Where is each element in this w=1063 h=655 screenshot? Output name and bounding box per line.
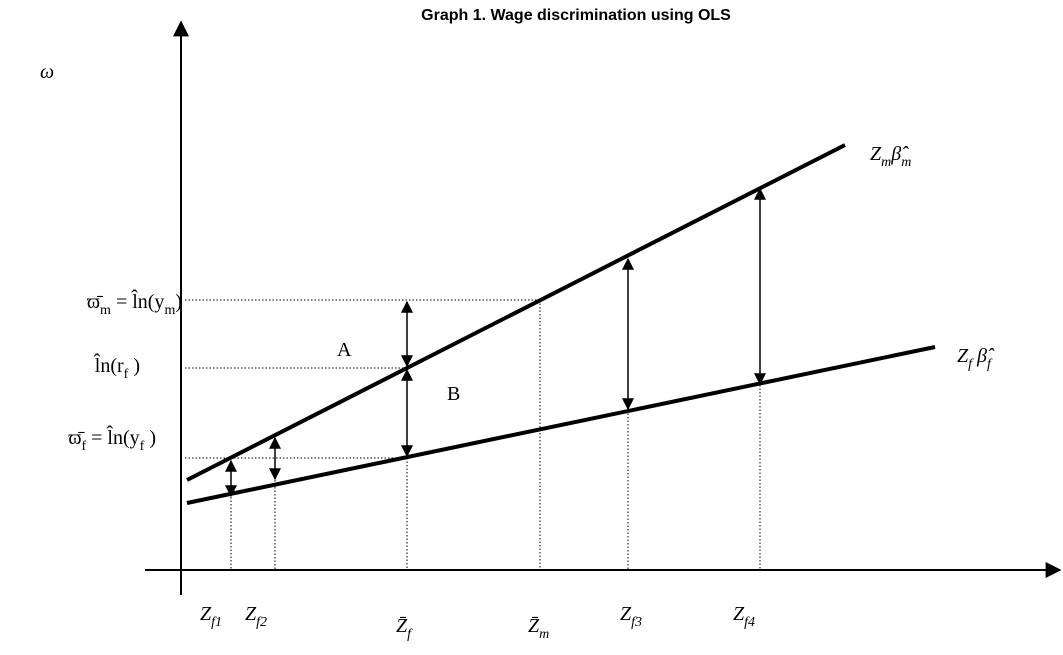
label-text: = l̂n(y: [111, 288, 165, 313]
x-label: Zf4: [733, 603, 755, 630]
subscript: m: [901, 155, 911, 170]
label-text: Z: [245, 603, 257, 625]
label-text: Z: [620, 603, 632, 625]
male-line: [186, 143, 846, 482]
label-text: = l̂n(y: [86, 424, 140, 449]
subscript: f3: [631, 615, 642, 630]
y-axis-label: ω: [40, 61, 54, 83]
subscript: f: [407, 627, 413, 642]
label-text: β̂: [972, 345, 995, 367]
label-text: Z: [200, 603, 212, 625]
label-text: ϖ̄: [87, 291, 104, 313]
y-label: l̂n(rf ): [93, 352, 140, 382]
label-text: l̂n(r: [93, 352, 124, 377]
label-text: Z: [957, 345, 969, 367]
subscript: m: [539, 627, 549, 642]
title: Graph 1. Wage discrimination using OLS: [421, 7, 731, 24]
x-label: Zf1: [200, 603, 222, 630]
label-text: ϖ̄: [68, 427, 85, 449]
label-text: ): [175, 291, 182, 313]
subscript: f4: [744, 615, 755, 630]
region-label: B: [447, 383, 460, 405]
subscript: m: [881, 155, 891, 170]
region-label: A: [337, 339, 352, 361]
label-text: Z̄: [396, 615, 408, 637]
line-label: Zmβ̂m: [870, 143, 911, 170]
x-label: Zf3: [620, 603, 642, 630]
subscript: m: [164, 303, 175, 318]
label-text: Z̄: [528, 615, 540, 637]
label-text: Z: [733, 603, 745, 625]
subscript: f: [140, 439, 145, 454]
x-label: Zf2: [245, 603, 267, 630]
y-label: ϖ̄f = l̂n(yf ): [68, 424, 156, 454]
label-text: ): [128, 355, 140, 377]
subscript: f: [81, 439, 86, 454]
subscript: m: [100, 303, 111, 318]
line-label: Zf β̂f: [957, 345, 995, 372]
female-line: [186, 345, 936, 505]
x-label: Z̄f: [396, 615, 413, 642]
gap-arrows: [225, 187, 766, 498]
subscript: f: [124, 367, 129, 382]
subscript: f1: [211, 615, 222, 630]
subscript: f2: [256, 615, 267, 630]
subscript: f: [987, 357, 993, 372]
x-label: Z̄m: [528, 615, 549, 642]
label-text: Z: [870, 143, 882, 165]
y-label: ϖ̄m = l̂n(ym): [87, 288, 182, 318]
label-text: ): [144, 427, 156, 449]
guides: [185, 299, 761, 570]
subscript: f: [968, 357, 974, 372]
